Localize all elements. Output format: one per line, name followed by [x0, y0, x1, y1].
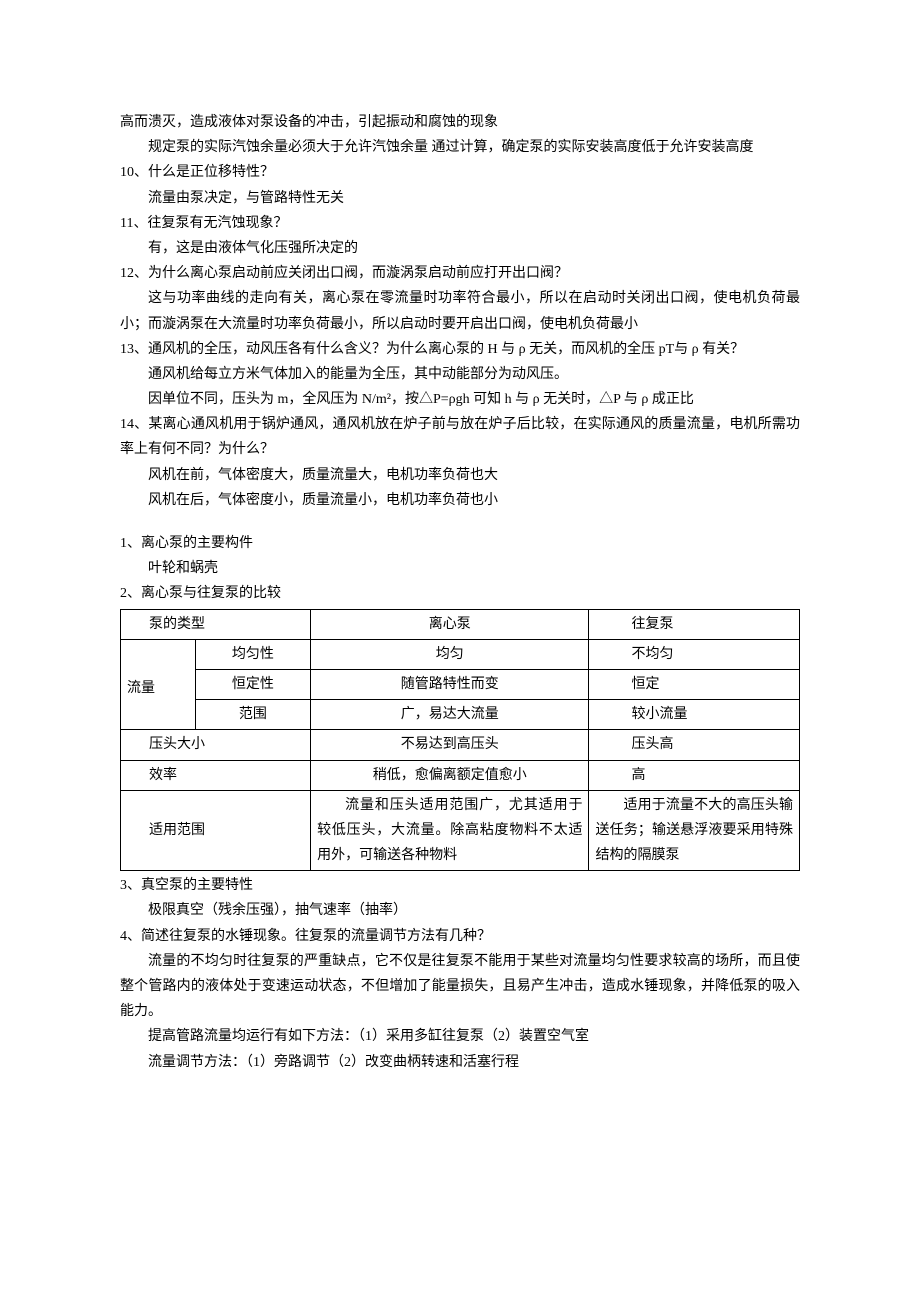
- table-row: 恒定性 随管路特性而变 恒定: [121, 669, 800, 699]
- table-row: 压头大小 不易达到高压头 压头高: [121, 730, 800, 760]
- cell-efficiency-c: 稍低，愈偏离额定值愈小: [311, 760, 589, 790]
- s4-question: 4、简述往复泵的水锤现象。往复泵的流量调节方法有几种？: [120, 924, 800, 949]
- intro-line-2: 规定泵的实际汽蚀余量必须大于允许汽蚀余量 通过计算，确定泵的实际安装高度低于允许…: [120, 135, 800, 160]
- cell-range-c: 广，易达大流量: [311, 700, 589, 730]
- s4-answer-3: 流量调节方法：（1）旁路调节（2）改变曲柄转速和活塞行程: [120, 1050, 800, 1075]
- s2-question: 2、离心泵与往复泵的比较: [120, 581, 800, 606]
- cell-efficiency: 效率: [121, 760, 311, 790]
- th-pump-type: 泵的类型: [121, 609, 311, 639]
- cell-scope-w: 适用于流量不大的高压头输送任务；输送悬浮液要采用特殊结构的隔膜泵: [589, 790, 800, 871]
- cell-range-w: 较小流量: [589, 700, 800, 730]
- table-row: 泵的类型 离心泵 往复泵: [121, 609, 800, 639]
- cell-range: 范围: [195, 700, 310, 730]
- cell-scope: 适用范围: [121, 790, 311, 871]
- q11-question: 11、往复泵有无汽蚀现象？: [120, 211, 800, 236]
- s1-question: 1、离心泵的主要构件: [120, 531, 800, 556]
- q14-question: 14、某离心通风机用于锅炉通风，通风机放在炉子前与放在炉子后比较，在实际通风的质…: [120, 412, 800, 462]
- s4-answer-2: 提高管路流量均运行有如下方法：（1）采用多缸往复泵（2）装置空气室: [120, 1024, 800, 1049]
- comparison-table: 泵的类型 离心泵 往复泵 流量 均匀性 均匀 不均匀 恒定性 随管路特性而变 恒…: [120, 609, 800, 872]
- table-row: 流量 均匀性 均匀 不均匀: [121, 639, 800, 669]
- th-reciprocating: 往复泵: [589, 609, 800, 639]
- cell-flow-label: 流量: [121, 639, 196, 730]
- q11-answer: 有，这是由液体气化压强所决定的: [120, 236, 800, 261]
- cell-constancy-w: 恒定: [589, 669, 800, 699]
- q10-question: 10、什么是正位移特性？: [120, 160, 800, 185]
- q13-question: 13、通风机的全压，动风压各有什么含义？为什么离心泵的 H 与 ρ 无关，而风机…: [120, 337, 800, 362]
- q14-answer-2: 风机在后，气体密度小，质量流量小，电机功率负荷也小: [120, 488, 800, 513]
- q13-answer-2: 因单位不同，压头为 m，全风压为 N/m²，按△P=ρgh 可知 h 与 ρ 无…: [120, 387, 800, 412]
- cell-constancy-c: 随管路特性而变: [311, 669, 589, 699]
- cell-constancy: 恒定性: [195, 669, 310, 699]
- th-centrifugal: 离心泵: [311, 609, 589, 639]
- cell-uniformity-w: 不均匀: [589, 639, 800, 669]
- cell-uniformity-c: 均匀: [311, 639, 589, 669]
- s1-answer: 叶轮和蜗壳: [120, 556, 800, 581]
- cell-head-w: 压头高: [589, 730, 800, 760]
- s3-answer: 极限真空（残余压强），抽气速率（抽率）: [120, 898, 800, 923]
- q14-answer-1: 风机在前，气体密度大，质量流量大，电机功率负荷也大: [120, 463, 800, 488]
- q12-question: 12、为什么离心泵启动前应关闭出口阀，而漩涡泵启动前应打开出口阀？: [120, 261, 800, 286]
- s4-answer-1: 流量的不均匀时往复泵的严重缺点，它不仅是往复泵不能用于某些对流量均匀性要求较高的…: [120, 949, 800, 1025]
- cell-head: 压头大小: [121, 730, 311, 760]
- cell-efficiency-w: 高: [589, 760, 800, 790]
- table-row: 适用范围 流量和压头适用范围广，尤其适用于较低压头，大流量。除高粘度物料不太适用…: [121, 790, 800, 871]
- intro-line-1: 高而溃灭，造成液体对泵设备的冲击，引起振动和腐蚀的现象: [120, 110, 800, 135]
- q10-answer: 流量由泵决定，与管路特性无关: [120, 186, 800, 211]
- q12-answer: 这与功率曲线的走向有关，离心泵在零流量时功率符合最小，所以在启动时关闭出口阀，使…: [120, 286, 800, 336]
- cell-scope-c: 流量和压头适用范围广，尤其适用于较低压头，大流量。除高粘度物料不太适用外，可输送…: [311, 790, 589, 871]
- q13-answer-1: 通风机给每立方米气体加入的能量为全压，其中动能部分为动风压。: [120, 362, 800, 387]
- cell-uniformity: 均匀性: [195, 639, 310, 669]
- cell-head-c: 不易达到高压头: [311, 730, 589, 760]
- table-row: 效率 稍低，愈偏离额定值愈小 高: [121, 760, 800, 790]
- table-row: 范围 广，易达大流量 较小流量: [121, 700, 800, 730]
- s3-question: 3、真空泵的主要特性: [120, 873, 800, 898]
